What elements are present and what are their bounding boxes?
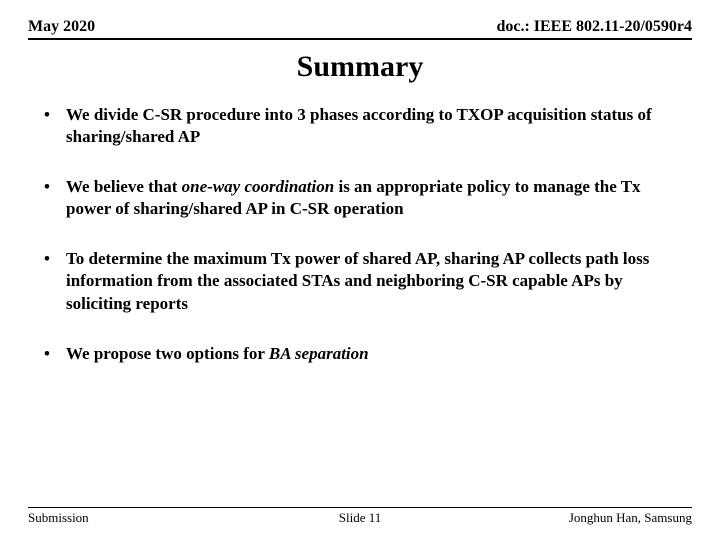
bullet-marker-icon: • — [38, 176, 66, 198]
footer-center: Slide 11 — [249, 510, 470, 526]
bullet-text: We believe that one-way coordination is … — [66, 176, 682, 220]
bullet-text-pre: We believe that — [66, 177, 182, 196]
bullet-marker-icon: • — [38, 104, 66, 126]
slide-content: • We divide C-SR procedure into 3 phases… — [28, 104, 692, 507]
bullet-item: • We believe that one-way coordination i… — [38, 176, 682, 220]
bullet-item: • To determine the maximum Tx power of s… — [38, 248, 682, 314]
slide-header: May 2020 doc.: IEEE 802.11-20/0590r4 — [28, 18, 692, 40]
bullet-text-em: one-way coordination — [182, 177, 335, 196]
bullet-text-pre: We propose two options for — [66, 344, 269, 363]
bullet-text: To determine the maximum Tx power of sha… — [66, 248, 682, 314]
bullet-marker-icon: • — [38, 343, 66, 365]
header-date: May 2020 — [28, 18, 95, 36]
bullet-item: • We divide C-SR procedure into 3 phases… — [38, 104, 682, 148]
footer-right: Jonghun Han, Samsung — [471, 510, 692, 526]
bullet-text: We divide C-SR procedure into 3 phases a… — [66, 104, 682, 148]
slide-footer: Submission Slide 11 Jonghun Han, Samsung — [28, 507, 692, 526]
bullet-text-pre: To determine the maximum Tx power of sha… — [66, 249, 649, 312]
bullet-text: We propose two options for BA separation — [66, 343, 682, 365]
header-doc-id: doc.: IEEE 802.11-20/0590r4 — [496, 18, 692, 36]
slide-title: Summary — [28, 50, 692, 84]
bullet-marker-icon: • — [38, 248, 66, 270]
bullet-item: • We propose two options for BA separati… — [38, 343, 682, 365]
footer-left: Submission — [28, 510, 249, 526]
slide-container: May 2020 doc.: IEEE 802.11-20/0590r4 Sum… — [0, 0, 720, 540]
bullet-text-pre: We divide C-SR procedure into 3 phases a… — [66, 105, 652, 146]
bullet-text-em: BA separation — [269, 344, 369, 363]
